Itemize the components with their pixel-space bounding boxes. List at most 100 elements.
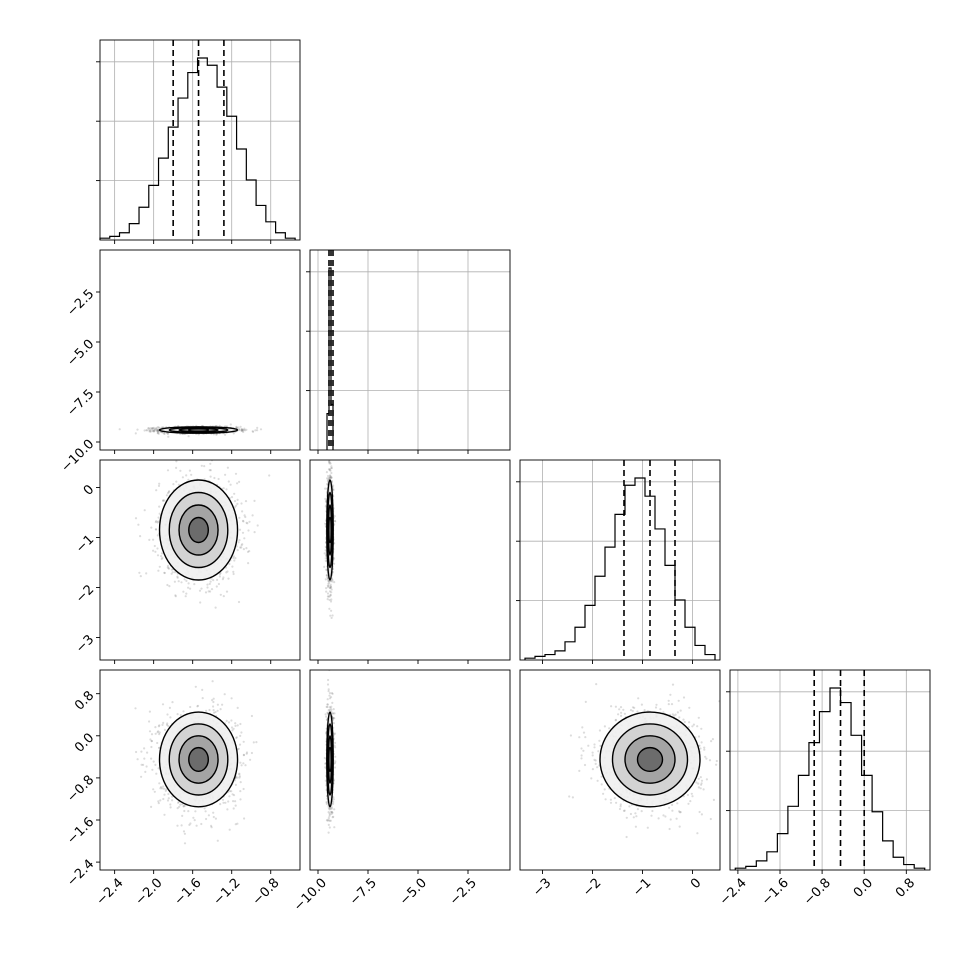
- sample-point: [244, 500, 248, 503]
- sample-point: [174, 595, 177, 598]
- sample-point: [247, 562, 250, 565]
- sample-point: [157, 725, 160, 728]
- sample-point: [333, 557, 336, 560]
- sample-point: [224, 433, 227, 436]
- sample-point: [246, 550, 250, 554]
- density-fill: [188, 517, 209, 543]
- sample-point: [330, 598, 333, 601]
- sample-point: [329, 474, 332, 477]
- sample-point: [333, 581, 336, 584]
- sample-point: [327, 474, 330, 478]
- sample-point: [212, 709, 215, 712]
- sample-point: [239, 425, 242, 428]
- sample-point: [166, 432, 169, 435]
- sample-point: [158, 746, 161, 750]
- sample-point: [158, 512, 161, 515]
- sample-point: [173, 580, 176, 583]
- sample-point: [324, 505, 327, 508]
- sample-point: [230, 496, 234, 499]
- sample-point: [156, 534, 159, 537]
- sample-point: [189, 587, 192, 590]
- sample-point: [180, 824, 183, 827]
- sample-point: [242, 429, 245, 432]
- sample-point: [152, 426, 155, 429]
- sample-point: [148, 430, 151, 433]
- sample-point: [161, 703, 165, 706]
- sample-point: [237, 600, 241, 604]
- sample-point: [227, 577, 230, 580]
- sample-point: [155, 528, 158, 531]
- sample-point: [195, 824, 198, 827]
- sample-point: [193, 819, 196, 822]
- sample-point: [215, 585, 218, 588]
- sample-point: [151, 427, 154, 430]
- sample-point: [330, 477, 333, 480]
- sample-point: [332, 484, 335, 487]
- contour-line: [326, 491, 334, 569]
- sample-point: [182, 805, 185, 808]
- sample-point: [152, 429, 155, 432]
- sample-point: [174, 594, 177, 597]
- sample-point: [199, 457, 201, 459]
- sample-point: [329, 585, 332, 588]
- sample-point: [226, 570, 229, 573]
- sample-point: [231, 565, 234, 568]
- histogram-panel-3: [726, 669, 931, 871]
- sample-point: [325, 574, 328, 577]
- sample-point: [204, 591, 208, 594]
- sample-point: [216, 578, 219, 582]
- sample-point: [158, 565, 161, 568]
- sample-point: [325, 590, 328, 593]
- sample-point: [330, 467, 333, 470]
- sample-point: [166, 492, 170, 495]
- sample-point: [150, 526, 153, 529]
- sample-point: [329, 469, 332, 472]
- sample-point: [156, 521, 159, 524]
- sample-point: [325, 471, 328, 474]
- sample-point: [153, 429, 156, 432]
- sample-point: [324, 557, 327, 560]
- sample-point: [327, 477, 330, 480]
- sample-point: [236, 549, 239, 552]
- sample-point: [170, 572, 173, 575]
- sample-point: [147, 427, 150, 430]
- sample-point: [175, 460, 178, 463]
- sample-point: [190, 473, 193, 476]
- sample-point: [327, 586, 330, 589]
- sample-point: [223, 693, 226, 696]
- sample-point: [233, 500, 237, 503]
- sample-point: [170, 568, 173, 571]
- sample-point: [175, 466, 178, 469]
- sample-point: [145, 429, 148, 432]
- sample-point: [210, 824, 213, 828]
- sample-point: [157, 569, 160, 572]
- sample-point: [166, 566, 169, 569]
- sample-point: [157, 432, 160, 435]
- sample-point: [241, 543, 244, 546]
- sample-point: [176, 713, 179, 716]
- sample-point: [136, 428, 139, 431]
- sample-point: [143, 429, 146, 432]
- sample-point: [234, 783, 237, 787]
- panel-frame: [309, 459, 511, 661]
- sample-point: [168, 490, 171, 493]
- sample-point: [328, 595, 331, 598]
- sample-point: [150, 427, 153, 430]
- sample-point: [230, 726, 234, 729]
- sample-point: [212, 700, 215, 704]
- sample-point: [330, 466, 333, 470]
- sample-point: [326, 598, 329, 601]
- histogram-step: [734, 687, 926, 870]
- sample-point: [158, 731, 161, 734]
- sample-point: [162, 499, 165, 502]
- sample-point: [238, 480, 241, 483]
- sample-point: [118, 428, 121, 431]
- sample-point: [234, 800, 237, 803]
- sample-point: [243, 817, 246, 820]
- sample-point: [166, 564, 170, 567]
- sample-point: [328, 475, 331, 478]
- sample-point: [200, 464, 203, 467]
- histogram-step: [326, 267, 334, 450]
- sample-point: [324, 497, 327, 500]
- sample-point: [331, 579, 334, 582]
